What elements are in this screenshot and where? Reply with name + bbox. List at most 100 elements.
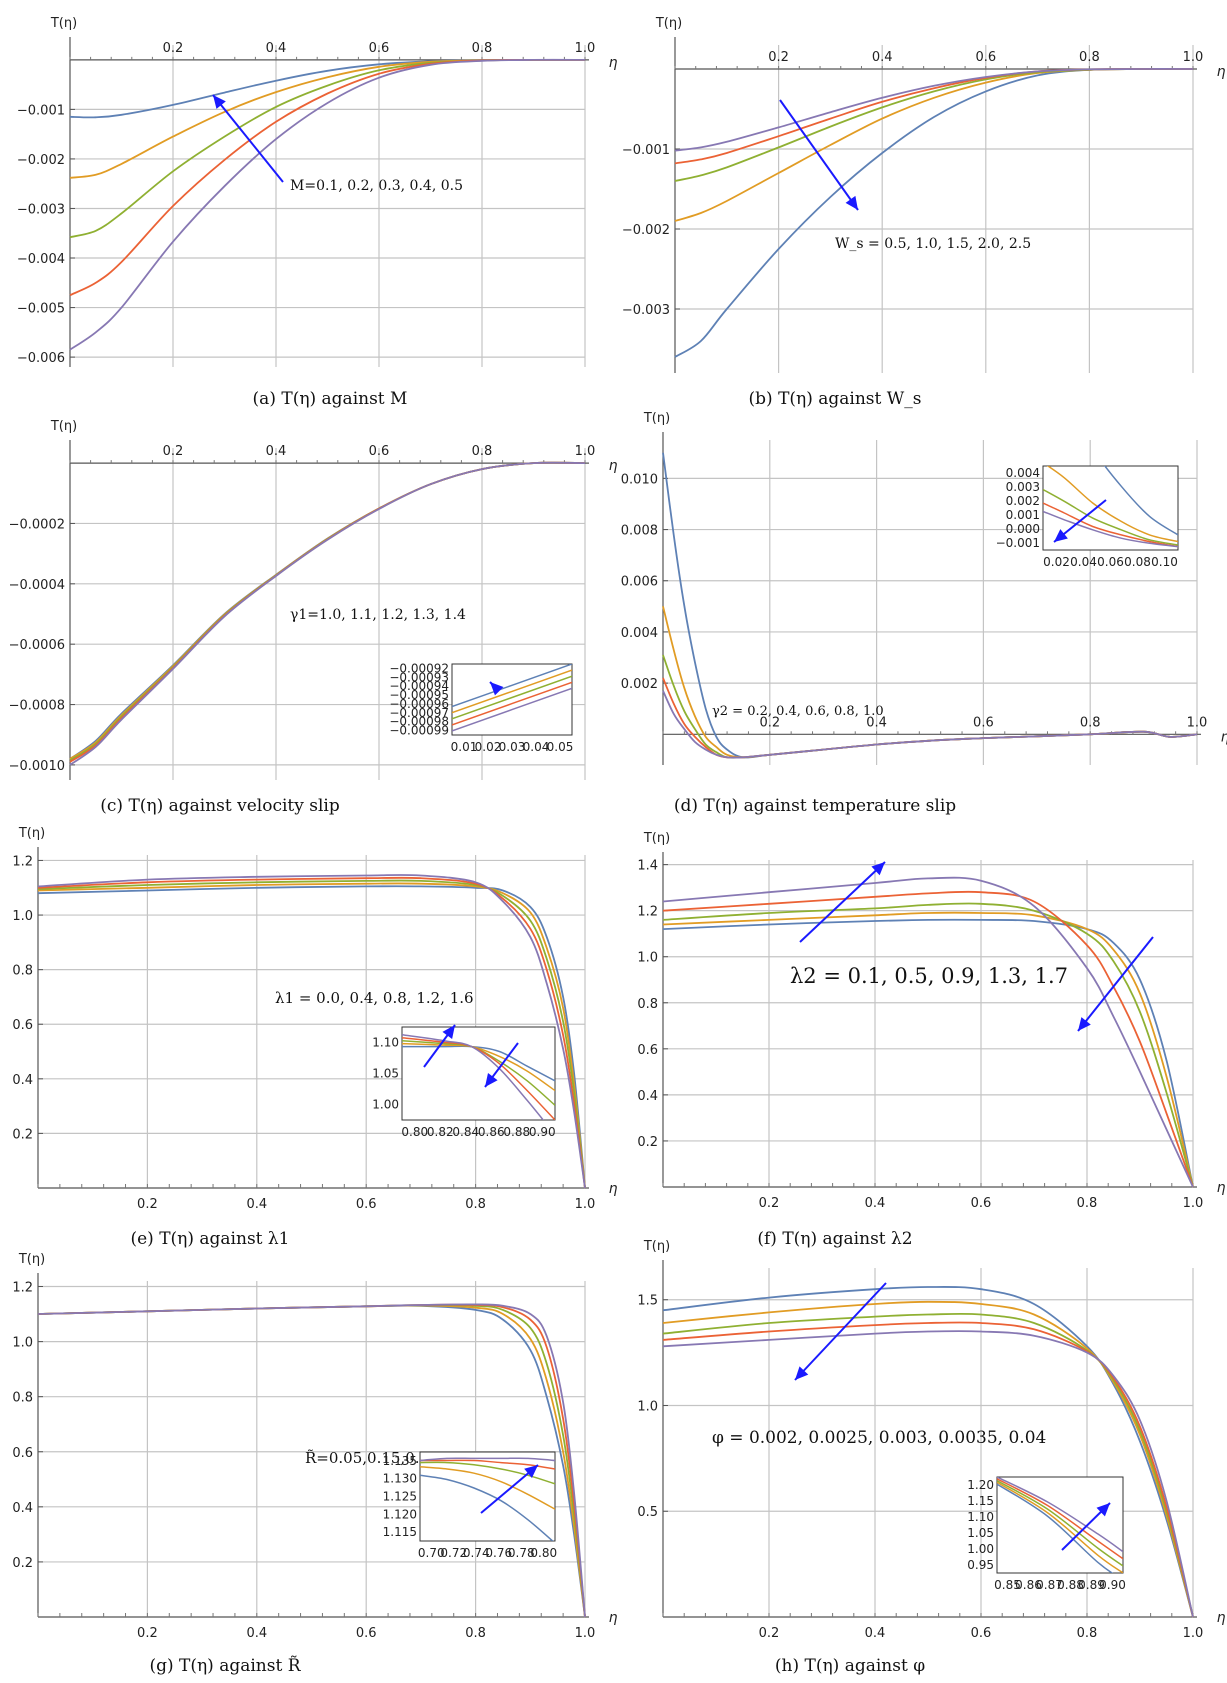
inset-y-tick-label: 0.95 <box>967 1558 994 1572</box>
y-tick-label: 1.4 <box>637 859 658 874</box>
inset-series-line <box>1043 510 1178 548</box>
x-tick-label: 0.2 <box>163 444 184 459</box>
y-axis-label: T(η) <box>643 1239 670 1254</box>
x-tick-label: 0.6 <box>356 1626 377 1641</box>
series-line <box>662 876 1194 1188</box>
panel-g: 0.2 0.4 0.6 0.8 1.00.20.40.60.81.01.2T(η)ηR̃… <box>12 1252 617 1676</box>
inset-y-tick-label: 0.000 <box>1006 522 1040 536</box>
inset-y-tick-label: −0.00093 <box>389 670 449 684</box>
x-tick-label: 0.4 <box>866 715 887 730</box>
y-tick-label: −0.005 <box>17 302 65 317</box>
y-tick-label: −0.0004 <box>9 578 65 593</box>
x-tick-label: 1.0 <box>1183 1196 1204 1211</box>
inset-series-line <box>997 1483 1114 1573</box>
inset-y-tick-label: 1.10 <box>967 1510 994 1524</box>
y-tick-label: 0.8 <box>637 997 658 1012</box>
inset-series-line <box>1103 466 1178 536</box>
inset-series-line <box>997 1477 1123 1553</box>
y-tick-label: 0.5 <box>637 1505 658 1520</box>
inset-x-tick-label: 0.06 <box>1097 555 1124 569</box>
series-line <box>674 68 1194 152</box>
inset-y-tick-label: 1.125 <box>383 1490 417 1504</box>
x-tick-label: 1.0 <box>1183 1626 1204 1641</box>
panel-a: 0.2 0.4 0.6 0.8 1.0 −0.001 −0.002 −0.003 −0.004 −… <box>17 16 618 409</box>
x-axis-label: η <box>609 1181 618 1197</box>
y-tick-label: −0.002 <box>622 223 670 238</box>
panel-f: 0.2 0.4 0.6 0.8 1.0 0.2 0.4 0.6 0.8 1.0 1.2 1.4 T(η)… <box>637 831 1225 1249</box>
y-tick-label: 1.0 <box>637 1399 658 1414</box>
y-tick-label: 0.2 <box>12 1556 33 1571</box>
parameter-annotation: γ1=1.0, 1.1, 1.2, 1.3, 1.4 <box>290 607 466 623</box>
inset-trend-arrow-head <box>442 1025 455 1040</box>
inset-series-line <box>402 1034 545 1120</box>
inset-series-line <box>997 1481 1123 1573</box>
inset-x-tick-label: 0.88 <box>503 1125 530 1139</box>
panel-c: 0.2 0.4 0.6 0.8 1.0 −0.0002 −0.0004 −0.0006 −0.0… <box>9 419 618 816</box>
inset-x-tick-label: 0.04 <box>1070 555 1097 569</box>
inset-y-tick-label: −0.00099 <box>389 724 449 738</box>
trend-arrow-shaft <box>799 861 886 943</box>
x-tick-label: 0.2 <box>137 1197 158 1212</box>
y-tick-label: −0.001 <box>622 143 670 158</box>
parameter-annotation: λ2 = 0.1, 0.5, 0.9, 1.3, 1.7 <box>790 964 1068 988</box>
y-axis-label: T(η) <box>643 411 670 426</box>
series-line <box>662 911 1194 1188</box>
parameter-annotation: λ1 = 0.0, 0.4, 0.8, 1.2, 1.6 <box>275 989 474 1007</box>
inset-x-tick-label: 0.85 <box>994 1578 1021 1592</box>
y-tick-label: −0.001 <box>17 103 65 118</box>
inset-y-tick-label: −0.00092 <box>389 661 449 675</box>
x-tick-label: 0.2 <box>759 715 780 730</box>
x-tick-label: 0.8 <box>472 41 493 56</box>
y-tick-label: 0.4 <box>637 1089 658 1104</box>
series-line <box>662 1300 1194 1618</box>
x-tick-label: 0.2 <box>137 1626 158 1641</box>
inset-y-tick-label: 1.00 <box>372 1098 399 1112</box>
panel-h: 0.2 0.4 0.6 0.8 1.0 0.5 1.0 1.5 T(η) η φ = 0.002, … <box>637 1239 1225 1676</box>
x-tick-label: 1.0 <box>575 444 596 459</box>
x-axis-label: η <box>609 55 618 71</box>
x-tick-label: 0.4 <box>266 41 287 56</box>
y-axis-label: T(η) <box>50 419 77 434</box>
inset-series-line <box>420 1459 555 1470</box>
x-tick-label: 1.0 <box>1187 715 1208 730</box>
x-axis-label: η <box>1221 729 1227 745</box>
inset-x-tick-label: 0.03 <box>499 740 526 754</box>
y-tick-label: 1.0 <box>12 1336 33 1351</box>
inset-x-tick-label: 0.90 <box>1099 1578 1126 1592</box>
panel-caption: (b) T(η) against W_s <box>749 389 922 409</box>
panel-d: 0.2 0.4 0.6 0.8 1.0 0.002 0.004 0.006 0.008 0.010… <box>621 411 1227 816</box>
x-tick-label: 0.8 <box>1077 1196 1098 1211</box>
inset-y-tick-label: 0.002 <box>1006 494 1040 508</box>
y-tick-label: 0.4 <box>12 1073 33 1088</box>
series-line <box>69 461 586 766</box>
inset-y-tick-label: 1.20 <box>967 1478 994 1492</box>
inset-series-line <box>420 1474 554 1541</box>
inset-y-tick-label: 1.15 <box>967 1494 994 1508</box>
panel-caption: (a) T(η) against M <box>253 389 408 409</box>
inset-y-tick-label: −0.00094 <box>389 679 449 693</box>
series-line <box>662 1321 1194 1618</box>
panel-b: 0.2 0.4 0.6 0.8 1.0 −0.001 −0.002 −0.003 T(η) η W_… <box>622 16 1226 409</box>
inset-y-tick-label: −0.001 <box>996 536 1040 550</box>
inset-x-tick-label: 0.70 <box>418 1546 445 1560</box>
series-line <box>69 58 586 351</box>
x-tick-label: 0.8 <box>465 1626 486 1641</box>
y-axis-label: T(η) <box>18 1252 45 1267</box>
x-tick-label: 0.6 <box>975 50 996 65</box>
trend-arrow-shaft <box>794 1282 887 1381</box>
inset-g: 0.700.720.740.760.780.80 1.135 1.130 1.125 1… <box>383 1451 557 1560</box>
y-tick-label: 0.2 <box>637 1135 658 1150</box>
y-axis-label: T(η) <box>655 16 682 31</box>
x-tick-label: 0.2 <box>759 1626 780 1641</box>
y-tick-label: 0.6 <box>12 1018 33 1033</box>
inset-y-tick-label: 1.00 <box>967 1542 994 1556</box>
inset-x-tick-label: 0.04 <box>523 740 550 754</box>
y-tick-label: 1.2 <box>12 854 33 869</box>
inset-x-tick-label: 0.10 <box>1151 555 1178 569</box>
x-tick-label: 0.2 <box>768 50 789 65</box>
x-tick-label: 0.6 <box>971 1626 992 1641</box>
inset-y-tick-label: 0.001 <box>1006 508 1040 522</box>
inset-y-tick-label: 0.003 <box>1006 480 1040 494</box>
inset-d: 0.02 0.04 0.06 0.08 0.10 0.0040.0030.0020.001… <box>996 465 1179 569</box>
